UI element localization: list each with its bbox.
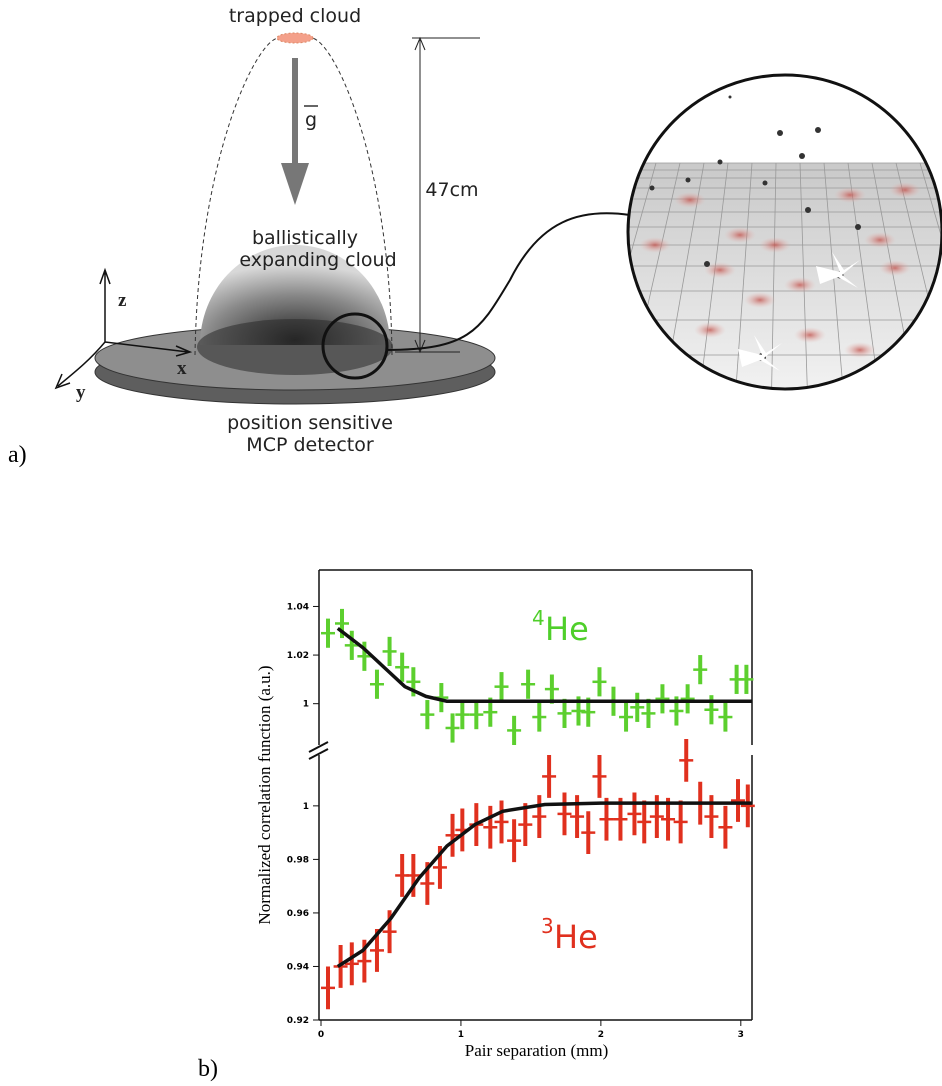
grid-line-deco xyxy=(823,162,845,388)
cloud-footprint xyxy=(197,319,393,375)
atom xyxy=(777,130,783,136)
grid-line-deco xyxy=(629,162,657,388)
impact-spot xyxy=(744,292,776,308)
detector-label: position sensitive xyxy=(227,412,393,434)
impact-spot xyxy=(879,260,911,276)
atom xyxy=(685,177,691,183)
impact-spot xyxy=(864,232,896,248)
grid-line-deco xyxy=(481,163,584,400)
impact-spot xyxy=(694,322,726,338)
fit-curve xyxy=(336,801,752,968)
grid-line-deco xyxy=(895,162,941,388)
zoom-region xyxy=(321,312,389,380)
atom xyxy=(717,159,723,165)
grid-line-deco xyxy=(517,163,608,400)
detector-label: MCP detector xyxy=(246,434,374,456)
atom xyxy=(728,95,732,99)
atom xyxy=(815,127,821,133)
impact-spot xyxy=(794,327,826,343)
axis-label: y xyxy=(76,382,86,403)
y-tick-label: 0.92 xyxy=(287,1016,309,1026)
x-axis-label: Pair separation (mm) xyxy=(465,1041,609,1060)
impact-spot xyxy=(834,187,866,203)
panel-label: b) xyxy=(198,1056,218,1082)
x-tick-label: 2 xyxy=(598,1030,604,1040)
y-tick-label: 1.02 xyxy=(287,651,309,661)
atom xyxy=(855,224,861,230)
trapped-cloud xyxy=(276,32,314,44)
impact-flash xyxy=(816,252,860,288)
y-tick-label: 1 xyxy=(303,700,309,710)
x-tick-label: 3 xyxy=(738,1030,744,1040)
grid-line-deco xyxy=(734,162,753,388)
trapped-label: trapped cloud xyxy=(229,5,361,27)
zoom-connector xyxy=(385,212,631,351)
annotation-sup: 3 xyxy=(541,914,554,938)
impact-spot xyxy=(704,262,736,278)
trajectory xyxy=(194,37,393,356)
axis-break xyxy=(308,741,329,760)
panel-a: trapped cloud g 47cm ballistically expan… xyxy=(8,5,942,468)
impact-flash xyxy=(738,335,782,371)
gravity-label: g xyxy=(305,109,317,131)
impact-spot xyxy=(724,227,756,243)
y-tick-label: 0.96 xyxy=(287,909,309,919)
axis-label: z xyxy=(118,290,127,311)
annotation-sup: 4 xyxy=(532,606,545,630)
atom xyxy=(704,261,710,267)
impact-spot xyxy=(844,342,876,358)
impact-spot xyxy=(674,192,706,208)
grid-line-deco xyxy=(698,162,729,388)
panel-label: a) xyxy=(8,442,27,468)
cloud-label: ballistically xyxy=(252,227,358,249)
axis-break-gap xyxy=(309,745,329,755)
axis-triad xyxy=(54,267,193,390)
atom xyxy=(805,207,811,213)
y-tick-label: 1.04 xyxy=(287,602,309,612)
impact-spot xyxy=(759,237,791,253)
atom xyxy=(762,180,768,186)
y-tick-label: 1 xyxy=(303,802,309,812)
impact-spot xyxy=(889,182,921,198)
axis-label: x xyxy=(177,358,187,379)
annotation: He xyxy=(545,610,589,648)
cloud-label: expanding cloud xyxy=(239,249,396,271)
grid-line-deco xyxy=(770,162,777,388)
y-tick-label: 0.94 xyxy=(287,962,309,972)
gravity-arrowhead xyxy=(281,163,309,205)
atom xyxy=(898,116,902,120)
impact-spot xyxy=(639,237,671,253)
atom xyxy=(799,153,805,159)
fit-curve xyxy=(336,626,752,703)
grid-line-deco xyxy=(629,162,633,388)
annotation: He xyxy=(554,918,598,956)
zoom-view xyxy=(481,95,941,400)
zoom-circle xyxy=(626,73,942,391)
height-label: 47cm xyxy=(425,179,478,201)
impact-spot xyxy=(784,277,816,293)
y-tick-label: 0.98 xyxy=(287,855,309,865)
grid-line-deco xyxy=(919,162,941,388)
expanding-cloud xyxy=(200,245,390,345)
x-tick-label: 1 xyxy=(458,1030,464,1040)
atom xyxy=(649,185,655,191)
y-axis-label: Normalized correlation function (a.u.) xyxy=(255,665,274,924)
x-tick-label: 0 xyxy=(318,1030,324,1040)
